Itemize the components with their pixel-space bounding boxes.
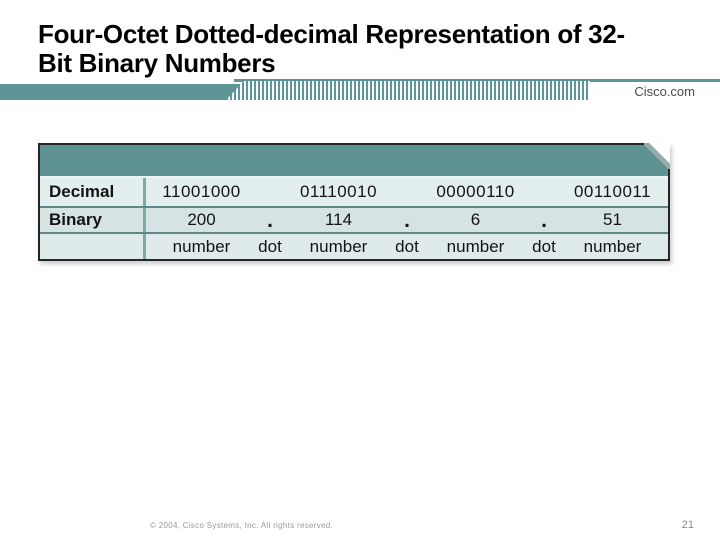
caption-dot: dot xyxy=(395,236,419,256)
banner-solid-bar xyxy=(0,84,240,100)
row-label-empty xyxy=(40,234,146,259)
title-line-1: Four-Octet Dotted-decimal Representation… xyxy=(38,19,625,49)
dot-separator: . xyxy=(404,209,410,232)
header-banner: Cisco.com xyxy=(0,79,720,101)
binary-octet-1: 11001000 xyxy=(162,182,241,201)
caption-dot: dot xyxy=(258,236,282,256)
caption-dot: dot xyxy=(532,236,556,256)
cisco-brand-text: Cisco.com xyxy=(634,84,695,99)
table-header-band xyxy=(40,143,670,178)
row-label-decimal: Decimal xyxy=(40,178,146,206)
table-row-decimal-values: Binary 200 . 114 . 6 . 51 xyxy=(40,206,668,232)
caption-number: number xyxy=(309,236,368,256)
slide-title: Four-Octet Dotted-decimal Representation… xyxy=(38,20,625,78)
dot-separator: . xyxy=(267,209,273,232)
caption-number: number xyxy=(446,236,505,256)
binary-octet-4: 00110011 xyxy=(573,182,652,201)
title-line-2: Bit Binary Numbers xyxy=(38,48,276,78)
banner-pinstripes xyxy=(226,81,590,100)
dot-separator: . xyxy=(541,209,547,232)
footer-copyright: © 2004, Cisco Systems, Inc. All rights r… xyxy=(150,521,334,530)
slide-page-number: 21 xyxy=(681,519,694,531)
binary-octet-2: 01110010 xyxy=(299,182,378,201)
decimal-octet-2: 114 xyxy=(324,210,353,229)
table-row-binary-octets: Decimal 11001000 01110010 00000110 00110… xyxy=(40,178,668,206)
binary-octet-3: 00000110 xyxy=(436,182,515,201)
table-row-captions: number dot number dot number dot number xyxy=(40,232,668,259)
decimal-octet-3: 6 xyxy=(470,210,481,229)
decimal-octet-1: 200 xyxy=(187,210,216,229)
octet-conversion-table: Decimal 11001000 01110010 00000110 00110… xyxy=(38,143,670,261)
banner-rule-line xyxy=(234,79,720,82)
folded-corner xyxy=(644,143,670,169)
row-label-binary: Binary xyxy=(40,208,146,232)
decimal-octet-4: 51 xyxy=(603,210,622,229)
caption-number: number xyxy=(583,236,642,256)
caption-number: number xyxy=(172,236,231,256)
